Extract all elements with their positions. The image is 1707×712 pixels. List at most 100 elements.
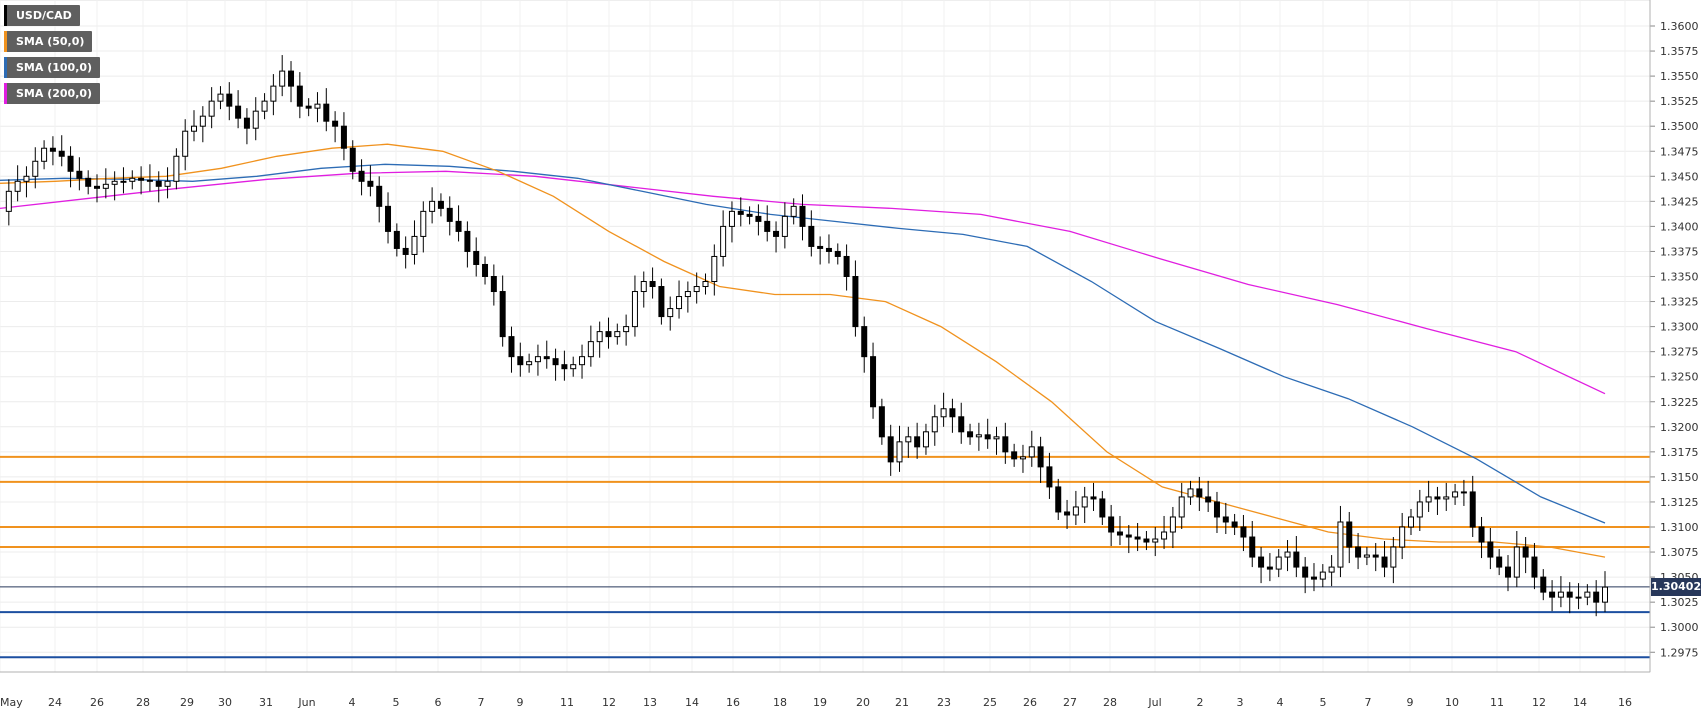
y-tick-label: 1.3475 xyxy=(1660,145,1699,158)
candle-down xyxy=(1064,511,1071,516)
candle-down xyxy=(1055,486,1062,513)
candle-up xyxy=(1390,546,1397,568)
legend-sma100[interactable]: SMA (100,0) xyxy=(4,57,101,78)
candle-up xyxy=(120,180,127,183)
legend-usdcad[interactable]: USD/CAD xyxy=(4,5,80,26)
candle-down xyxy=(473,250,480,265)
candle-up xyxy=(1557,591,1564,598)
candle-down xyxy=(1002,436,1009,453)
x-tick-label: 5 xyxy=(1320,696,1327,709)
candle-down xyxy=(799,205,806,227)
candle-down xyxy=(1381,556,1388,568)
y-tick-label: 1.3450 xyxy=(1660,170,1699,183)
candle-up xyxy=(1363,554,1370,558)
candle-down xyxy=(1249,536,1256,558)
y-tick-label: 1.3550 xyxy=(1660,70,1699,83)
candle-down xyxy=(58,150,65,157)
x-tick-label: 10 xyxy=(1445,696,1459,709)
candle-down xyxy=(332,120,339,127)
candle-down xyxy=(1346,521,1353,548)
candle-down xyxy=(1258,556,1265,568)
candle-down xyxy=(1293,551,1300,568)
candle-down xyxy=(517,356,524,366)
legend-swatch-usdcad xyxy=(4,5,7,26)
x-tick-label: May xyxy=(0,696,23,709)
candle-up xyxy=(102,183,109,189)
y-tick-label: 1.3075 xyxy=(1660,546,1699,559)
candle-up xyxy=(526,361,533,366)
candle-down xyxy=(340,125,347,149)
candle-up xyxy=(23,175,30,182)
candle-up xyxy=(129,177,136,182)
y-tick-label: 1.3400 xyxy=(1660,220,1699,233)
candle-down xyxy=(455,220,462,232)
candle-up xyxy=(587,341,594,358)
candle-down xyxy=(367,180,374,187)
candle-up xyxy=(896,441,903,463)
candle-up xyxy=(314,103,321,109)
legend-sma200[interactable]: SMA (200,0) xyxy=(4,83,101,104)
candle-down xyxy=(817,245,824,249)
y-tick-label: 1.3000 xyxy=(1660,621,1699,634)
candle-up xyxy=(1019,456,1026,460)
candle-up xyxy=(1407,516,1414,528)
candle-up xyxy=(1416,501,1423,518)
candle-down xyxy=(755,215,762,222)
candle-down xyxy=(67,155,74,172)
candle-up xyxy=(781,215,788,237)
candle-up xyxy=(693,286,700,293)
candle-down xyxy=(296,85,303,107)
x-tick-label: 25 xyxy=(983,696,997,709)
candle-up xyxy=(1319,571,1326,580)
candle-up xyxy=(1575,596,1582,599)
candle-up xyxy=(14,180,21,192)
candle-down xyxy=(1478,526,1485,543)
candle-down xyxy=(870,356,877,408)
x-tick-label: 28 xyxy=(136,696,150,709)
x-tick-label: 5 xyxy=(393,696,400,709)
candle-down xyxy=(76,170,83,179)
candle-up xyxy=(1443,496,1450,500)
x-tick-label: 13 xyxy=(643,696,657,709)
candle-up xyxy=(1081,496,1088,508)
candle-up xyxy=(1169,516,1176,533)
y-tick-label: 1.2975 xyxy=(1660,646,1699,659)
x-tick-label: 21 xyxy=(895,696,909,709)
candle-up xyxy=(1328,566,1335,573)
candle-up xyxy=(931,416,938,433)
candle-down xyxy=(1434,496,1441,500)
candle-down xyxy=(543,356,550,360)
x-tick-label: 6 xyxy=(435,696,442,709)
candle-down xyxy=(508,336,515,358)
x-tick-label: 18 xyxy=(773,696,787,709)
candle-down xyxy=(499,291,506,338)
x-tick-label: 7 xyxy=(478,696,485,709)
candle-up xyxy=(261,100,268,112)
legend-swatch-sma100 xyxy=(4,57,7,78)
x-tick-label: Jul xyxy=(1147,696,1161,709)
candle-up xyxy=(208,100,215,117)
candle-up xyxy=(199,115,206,127)
x-tick-label: 7 xyxy=(1365,696,1372,709)
candle-down xyxy=(958,416,965,433)
candle-down xyxy=(1196,488,1203,498)
y-tick-label: 1.3275 xyxy=(1660,346,1699,359)
legend-sma50[interactable]: SMA (50,0) xyxy=(4,31,93,52)
y-tick-label: 1.3525 xyxy=(1660,95,1699,108)
candle-up xyxy=(217,93,224,102)
candle-down xyxy=(385,205,392,232)
x-tick-label: 19 xyxy=(813,696,827,709)
candle-down xyxy=(1487,541,1494,558)
candle-down xyxy=(1531,556,1538,578)
candle-down xyxy=(446,207,453,222)
candle-down xyxy=(138,177,145,181)
candle-up xyxy=(667,308,674,318)
candle-up xyxy=(728,210,735,227)
candle-down xyxy=(323,103,330,122)
candle-down xyxy=(437,200,444,209)
candle-down xyxy=(305,105,312,109)
candle-up xyxy=(614,331,621,338)
legend-label-sma50: SMA (50,0) xyxy=(16,35,85,48)
candle-down xyxy=(949,408,956,418)
x-tick-label: Jun xyxy=(297,696,315,709)
